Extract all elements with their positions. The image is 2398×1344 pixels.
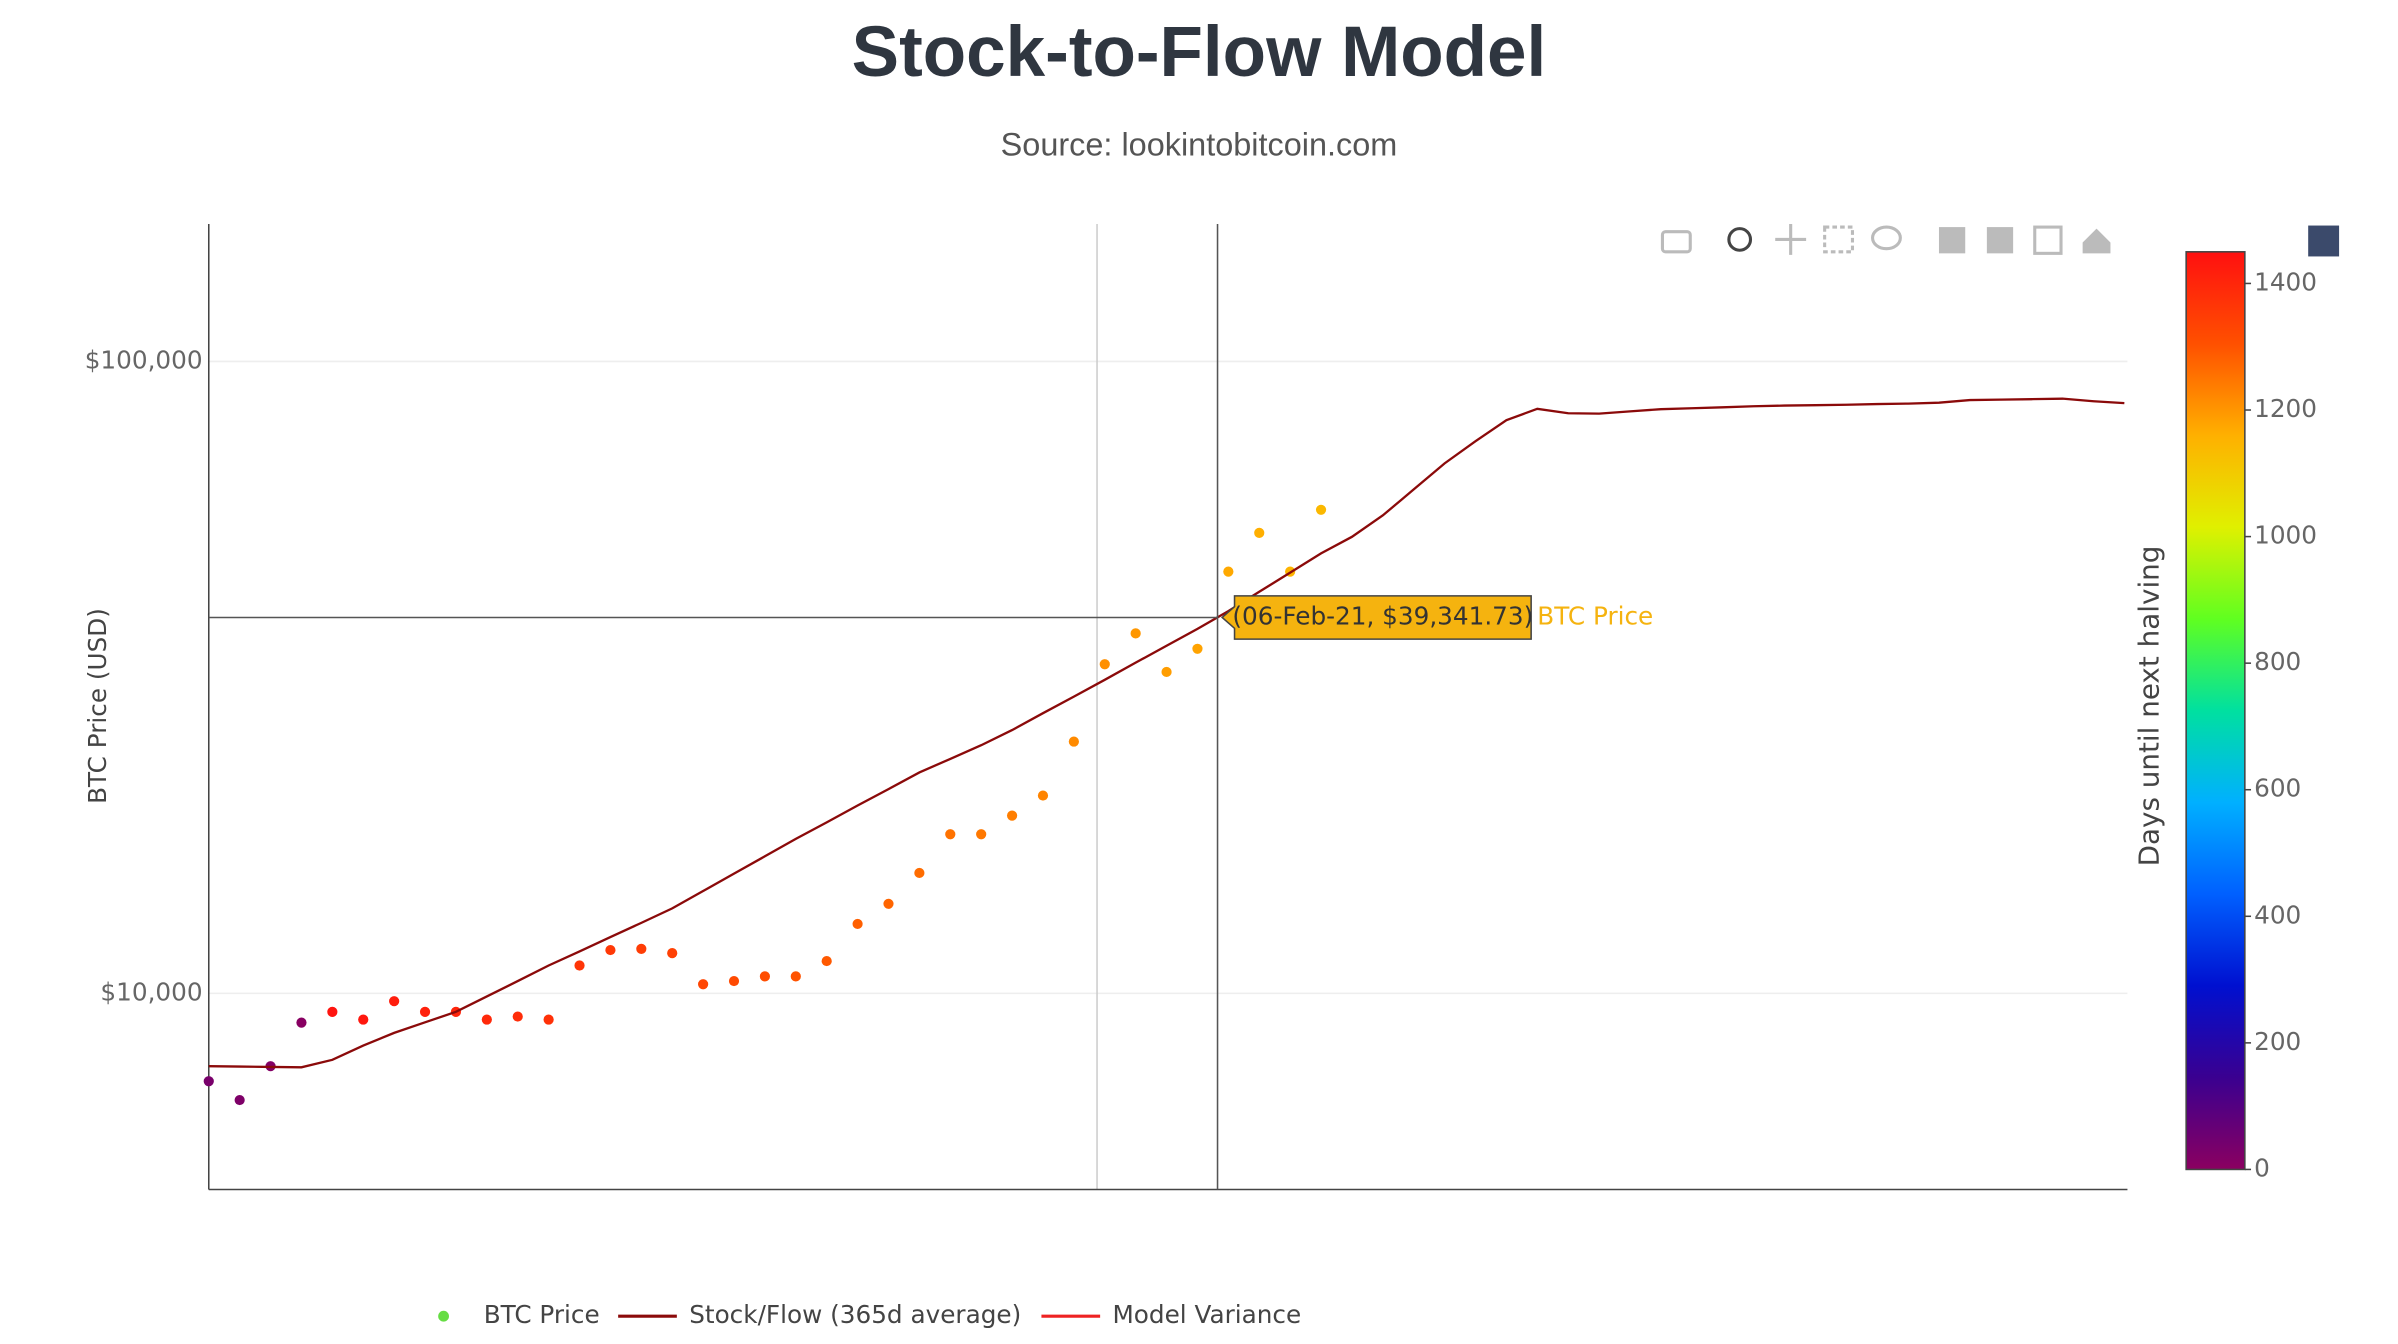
legend-marker [438,1310,449,1322]
price-point [203,1076,214,1087]
hover-box [1220,595,1532,640]
price-point [419,1006,431,1017]
price-point [914,867,925,879]
colorbar [2185,251,2246,1171]
reset-button[interactable] [2082,228,2111,254]
price-point [605,944,616,956]
price-point [1037,790,1049,801]
price-point [512,1011,523,1022]
hover-text: (06-Feb-21, $39,341.73) [1232,601,1533,630]
colorbar-tick-label: 800 [2254,647,2301,676]
price-point [636,943,647,955]
camera-button[interactable] [1660,230,1692,254]
select-button[interactable] [1823,225,1855,254]
price-point [327,1006,338,1017]
price-point [698,979,709,990]
colorbar-tick-label: 200 [2254,1027,2301,1056]
colorbar-title: Days until next halving [2133,546,2166,867]
colorbar-tick-label: 0 [2254,1153,2270,1182]
price-point [728,975,740,987]
colorbar-tick-label: 1000 [2254,521,2317,550]
price-point [759,971,771,982]
price-point [1130,628,1141,639]
price-point [574,960,585,971]
plotly-logo[interactable] [2308,225,2340,257]
zoom-button[interactable] [1727,227,1753,252]
price-point [543,1014,554,1025]
price-point [358,1014,369,1025]
price-point [667,948,678,959]
colorbar-tick-label: 1400 [2254,267,2317,296]
price-point [1006,810,1018,821]
chart-subtitle: Source: lookintobitcoin.com [1001,126,1398,162]
zoom-out-button[interactable] [1986,227,2014,254]
legend-label: Model Variance [1112,1300,1301,1329]
price-point [1068,736,1079,747]
colorbar-tick-label: 1200 [2254,394,2317,423]
price-point [234,1094,245,1106]
price-point [1254,527,1265,538]
price-point [945,829,956,840]
price-point [821,955,832,967]
price-point [296,1017,307,1028]
y-tick-label: $10,000 [100,977,202,1006]
zoom-in-button[interactable] [1938,227,1966,254]
price-point [481,1014,492,1025]
y-axis-label: BTC Price (USD) [83,608,112,804]
price-point [790,971,801,982]
price-point [1161,666,1172,678]
chart-title: Stock-to-Flow Model [852,13,1547,92]
modebar[interactable] [1660,224,2340,257]
price-point [389,996,400,1007]
price-point [1099,659,1110,670]
y-tick-label: $100,000 [85,345,203,374]
colorbar-tick-label: 400 [2254,900,2301,929]
price-point [852,918,863,930]
pan-button[interactable] [1775,224,1807,255]
hover-series: BTC Price [1537,601,1653,630]
legend-label: Stock/Flow (365d average) [689,1300,1021,1329]
sf-line [208,397,2125,1069]
price-point [976,829,987,840]
price-point [883,898,894,909]
price-point [1315,504,1327,515]
legend-label: BTC Price [484,1300,600,1329]
price-point [1192,643,1203,654]
lasso-button[interactable] [1871,225,1902,251]
autoscale-button[interactable] [2033,225,2063,255]
price-point [1223,566,1234,577]
colorbar-tick-label: 600 [2254,774,2301,803]
